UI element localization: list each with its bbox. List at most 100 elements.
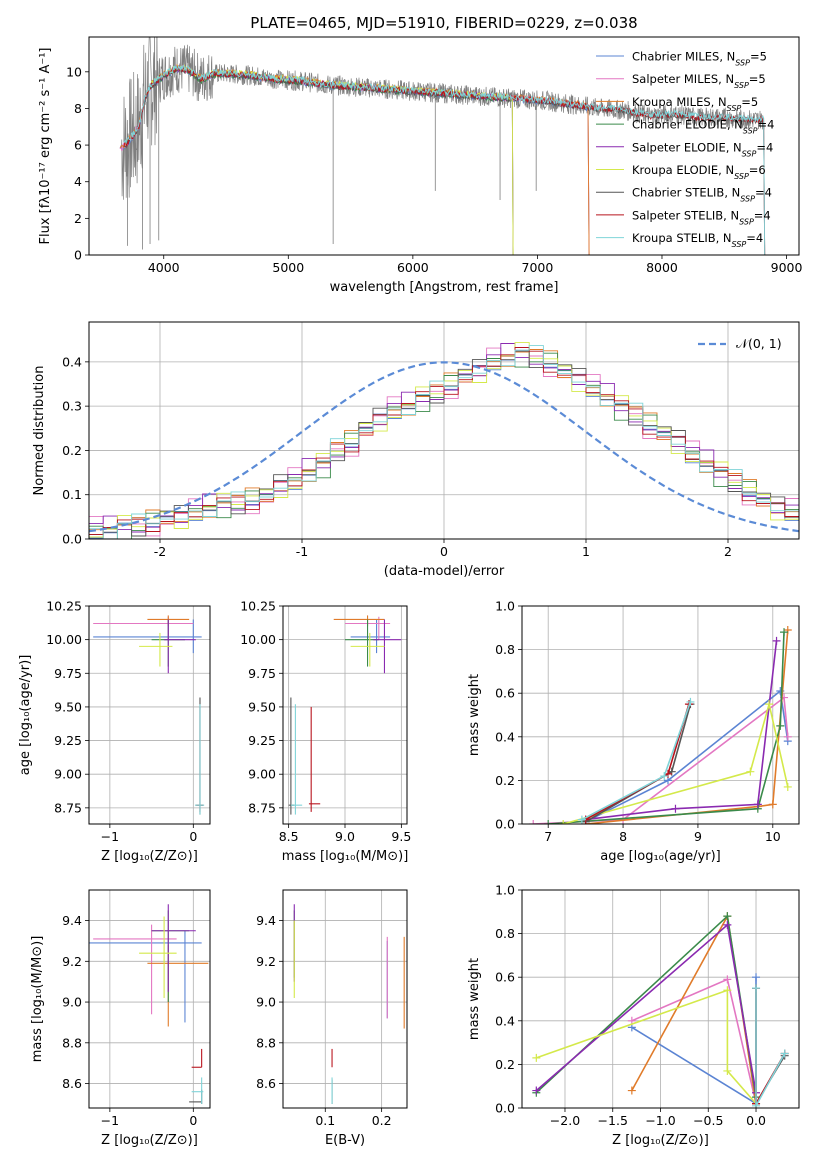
- series-group: [529, 625, 792, 824]
- tick-label-y: 0.6: [495, 970, 515, 985]
- tick-label-y: 9.25: [54, 733, 82, 748]
- legend-label: Kroupa MILES, NSSP=5: [632, 95, 758, 113]
- y-axis-label: age [log₁₀(age/yr)]: [18, 655, 33, 776]
- series-line-chabrier-miles: [631, 977, 757, 1106]
- series-marker: [780, 1049, 789, 1058]
- series-marker: [765, 700, 774, 709]
- y-axis-label: mass weight: [467, 674, 482, 756]
- series-marker: [559, 820, 568, 824]
- tick-label-y: 9.00: [54, 767, 82, 782]
- series-marker: [544, 820, 553, 824]
- legend-label: Chabrier STELIB, NSSP=4: [632, 186, 772, 204]
- tick-label-x: 4000: [148, 260, 180, 275]
- tick-label-y: 4: [74, 174, 82, 189]
- tick-label-y: 8: [74, 101, 82, 116]
- tick-label-y: 9.75: [54, 666, 82, 681]
- tick-label-y: 9.4: [62, 913, 82, 928]
- tick-label-y: 0: [74, 248, 82, 263]
- series-marker: [723, 975, 732, 984]
- tick-label-y: 9.2: [62, 954, 82, 969]
- series-marker: [752, 1101, 761, 1108]
- tick-label-x: 2: [724, 544, 732, 559]
- x-axis-label: Z [log₁₀(Z/Z⊙)]: [101, 849, 198, 864]
- massweight-vs-age-plot: 7 8 9 10 0.0 0.2 0.4 0.6 0.8 1.0 age [log₁₀(age/yr…: [467, 599, 800, 864]
- tick-label-x: 7: [544, 829, 552, 844]
- histogram-group: [89, 342, 799, 539]
- figure-title: PLATE=0465, MJD=51910, FIBERID=0229, z=0…: [250, 14, 637, 32]
- tick-label-x: 6000: [397, 260, 429, 275]
- tick-label-x: 8.5: [279, 829, 299, 844]
- series-line-chabrier-stelib: [585, 703, 692, 823]
- axes-frame: [88, 889, 211, 1109]
- series-line-kroupa-elodie: [562, 703, 789, 824]
- tick-label-x: 0: [189, 1113, 197, 1128]
- tick-label-y: 0.2: [495, 773, 515, 788]
- tick-label-x: 7000: [522, 260, 554, 275]
- tick-label-y: 9.00: [248, 767, 276, 782]
- tick-label-x: 9: [694, 829, 702, 844]
- tick-label-x: 0.0: [746, 1113, 766, 1128]
- tick-label-y: 0.0: [62, 532, 82, 547]
- tick-label-y: 0.6: [495, 686, 515, 701]
- legend-label: 𝒩(0, 1): [736, 336, 782, 351]
- tick-label-y: 10.00: [46, 632, 82, 647]
- tick-label-y: 0.0: [495, 1101, 515, 1116]
- x-axis-label: age [log₁₀(age/yr)]: [600, 849, 721, 864]
- x-axis-label: (data-model)/error: [384, 564, 505, 579]
- x-axis-label: wavelength [Angstrom, rest frame]: [330, 280, 559, 295]
- tick-label-y: 10.25: [46, 599, 82, 614]
- series-marker: [723, 912, 732, 921]
- tick-label-y: 9.0: [256, 995, 276, 1010]
- series-line-kroupa-miles: [631, 913, 757, 1104]
- axes-frame: [521, 889, 800, 1109]
- legend-label: Salpeter ELODIE, NSSP=4: [632, 140, 773, 158]
- tick-label-x: 9000: [771, 260, 803, 275]
- tick-label-y: 0.2: [495, 1057, 515, 1072]
- errorbar-group: [288, 615, 402, 815]
- axes-frame: [282, 889, 408, 1109]
- errorbar-group: [89, 904, 209, 1104]
- series-line-salpeter-stelib: [755, 988, 786, 1107]
- series-marker: [783, 625, 792, 634]
- spectrum-plot: 4000 5000 6000 7000 8000 9000 0 2 4 6 8 10 wavelengt…: [38, 36, 803, 295]
- mass-vs-ebv-plot: 0.1 0.2 8.6 8.8 9.0 9.2 9.4 E(B-V): [256, 889, 408, 1148]
- massweight-vs-metallicity-plot: −2.0 −1.5 −1.0 −0.5 0.0 0.0 0.2 0.4 0.6 0.8 1.0 Z […: [467, 883, 800, 1148]
- axes-frame: [88, 321, 800, 540]
- series-line-salpeter-miles: [631, 978, 757, 1104]
- tick-label-y: 0.8: [495, 642, 515, 657]
- tick-label-x: -2: [154, 544, 166, 559]
- histogram-step-kroupa-stelib: [89, 345, 799, 539]
- series-line-salpeter-elodie: [535, 923, 757, 1093]
- x-axis-label: mass [log₁₀(M/M⊙)]: [282, 849, 409, 864]
- series-marker: [686, 697, 695, 706]
- tick-label-x: 9.5: [391, 829, 411, 844]
- series-marker: [529, 820, 538, 824]
- tick-label-x: −1: [101, 829, 119, 844]
- tick-label-x: 5000: [272, 260, 304, 275]
- mass-vs-metallicity-plot: −1 0 8.6 8.8 9.0 9.2 9.4 Z [log₁₀(Z/Z⊙)] mass [l…: [30, 889, 211, 1148]
- series-marker: [768, 800, 777, 809]
- axes-frame: [282, 605, 408, 825]
- errorbar-group: [93, 615, 205, 815]
- series-marker: [780, 628, 789, 637]
- tick-label-x: 8: [619, 829, 627, 844]
- tick-label-y: 9.50: [54, 699, 82, 714]
- x-axis-label: Z [log₁₀(Z/Z⊙)]: [612, 1133, 709, 1148]
- y-axis-label: Flux [fλ10⁻¹⁷ erg cm⁻² s⁻¹ A⁻¹]: [38, 48, 53, 245]
- series-marker: [772, 636, 781, 645]
- residual-histogram-plot: -2 -1 0 1 2 0.0 0.1 0.2 0.3 0.4 (data-model)/error…: [32, 321, 800, 579]
- series-line-chabrier-stelib: [755, 988, 786, 1107]
- errorbar-group: [293, 904, 405, 1104]
- series-marker: [627, 1086, 636, 1095]
- axes-frame: [88, 605, 211, 825]
- tick-label-y: 0.3: [62, 399, 82, 414]
- legend-label: Kroupa STELIB, NSSP=4: [632, 231, 763, 249]
- series-line-chabrier-miles: [585, 689, 789, 823]
- tick-label-y: 0.4: [62, 354, 82, 369]
- spectrum-legend: Chabrier MILES, NSSP=5 Salpeter MILES, NS…: [596, 50, 774, 249]
- tick-label-x: −1.0: [645, 1113, 675, 1128]
- tick-label-y: 10.25: [240, 599, 276, 614]
- series-marker: [723, 986, 732, 995]
- tick-label-y: 6: [74, 138, 82, 153]
- tick-label-y: 10.00: [240, 632, 276, 647]
